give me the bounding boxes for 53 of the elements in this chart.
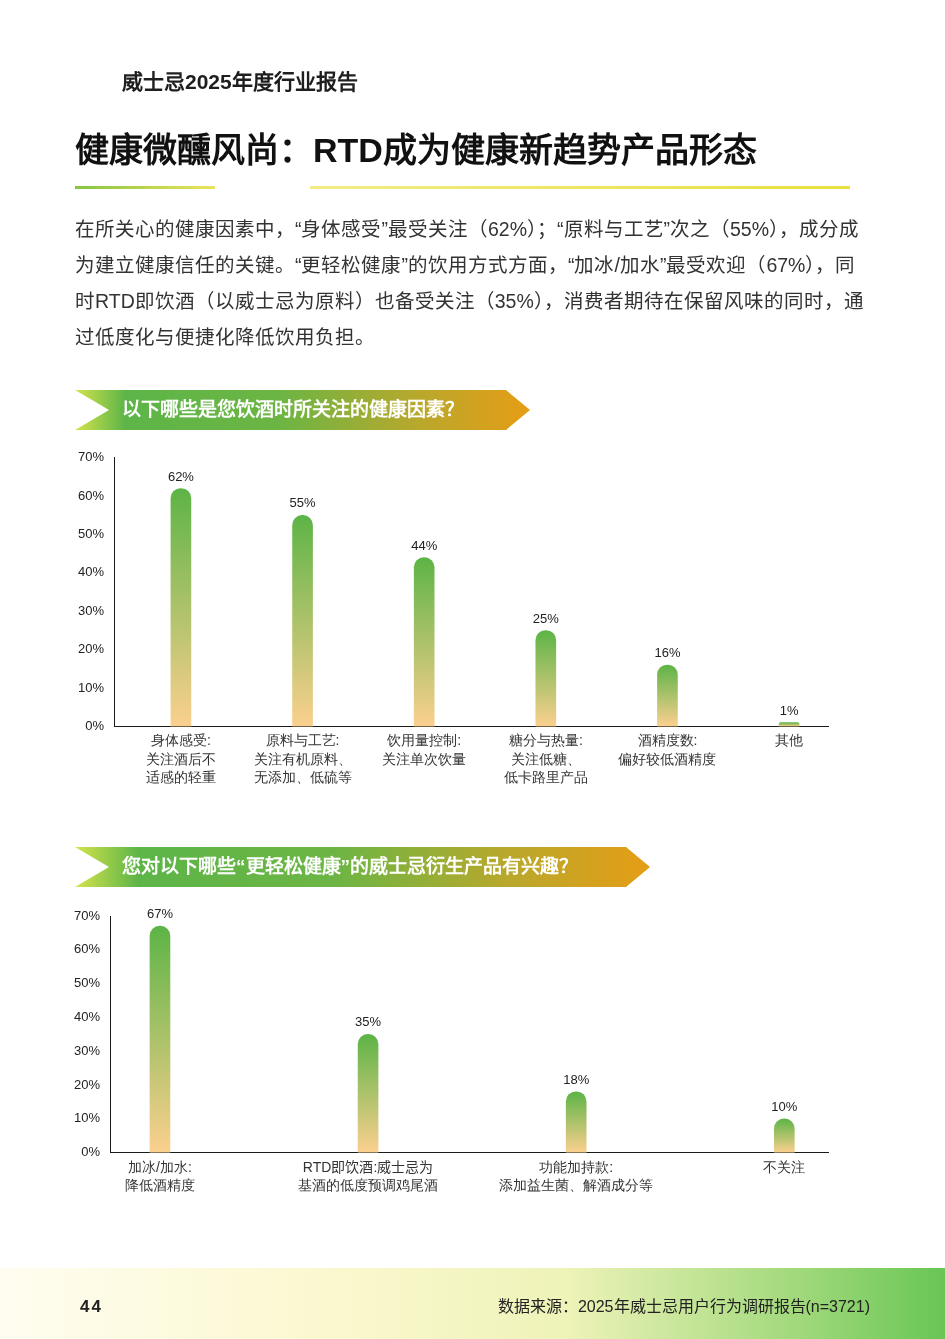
- data-label: 67%: [146, 906, 174, 922]
- chart-title: 以下哪些是您饮酒时所关注的健康因素？: [122, 398, 464, 422]
- y-tick-label: 60%: [77, 487, 105, 503]
- bar: [170, 488, 192, 727]
- data-label: 10%: [771, 1098, 798, 1114]
- data-label: 1%: [779, 702, 799, 718]
- bar: [535, 630, 557, 727]
- y-tick-label: 60%: [73, 941, 101, 957]
- y-tick-label: 50%: [77, 526, 105, 542]
- chart-title: 您对以下哪些“更轻松健康”的威士忌衍生产品有兴趣？: [122, 855, 578, 879]
- x-tick-label: 糖分与热量: 关注低糖、低卡路里产品: [503, 732, 588, 785]
- x-tick-label: 身体感受: 关注酒后不适感的轻重: [145, 732, 216, 785]
- bar: [357, 1033, 379, 1153]
- x-tick-label: 其他: [775, 732, 804, 749]
- bar: [565, 1091, 587, 1153]
- y-tick-label: 20%: [73, 1076, 101, 1092]
- text: 威士忌2025年度行业报告: [122, 69, 358, 95]
- y-tick-label: 70%: [77, 449, 105, 465]
- y-tick-label: 30%: [73, 1042, 101, 1058]
- x-tick-label: 原料与工艺: 关注有机原料、无添加、低硫等: [253, 732, 352, 785]
- data-label: 18%: [563, 1071, 590, 1087]
- y-tick-label: 40%: [73, 1008, 101, 1024]
- x-tick-label: 酒精度数: 偏好较低酒精度: [618, 732, 717, 767]
- data-label: 44%: [411, 537, 438, 553]
- data-label: 16%: [654, 645, 681, 661]
- bar: [657, 664, 678, 727]
- source-note: 数据来源：2025年威士忌用户行为调研报告(n=3721): [497, 1297, 870, 1317]
- bar: [149, 925, 171, 1153]
- text: 44: [80, 1296, 103, 1318]
- data-label: 55%: [289, 495, 316, 511]
- bar: [773, 1118, 795, 1153]
- data-label: 62%: [167, 468, 195, 484]
- y-tick-label: 0%: [81, 1144, 101, 1160]
- x-tick-label: 饮用量控制: 关注单次饮量: [382, 732, 467, 767]
- text: 在所关心的健康因素中，“身体感受”最受关注（62%）；“原料与工艺”次之（55%），成分成为建立健康信任的关键。“更轻松健康”的饮用方式方面，“加冰/加水”最受欢迎（67%），同时RTD即饮酒（以威士忌为原料）也备受关注（35%），消费者期待在保留风味的同时，通过低度化与便捷化降低饮用负担。: [75, 217, 865, 350]
- y-tick-label: 50%: [73, 975, 101, 991]
- bar: [292, 515, 313, 727]
- x-tick-label: RTD即饮酒:威士忌为基酒的低度预调鸡尾酒: [298, 1158, 439, 1193]
- y-tick-label: 70%: [73, 907, 101, 923]
- y-tick-label: 30%: [77, 602, 105, 618]
- bar: [413, 557, 435, 727]
- x-tick-label: 不关注: [763, 1158, 806, 1175]
- data-label: 35%: [355, 1014, 382, 1030]
- y-tick-label: 10%: [73, 1110, 101, 1126]
- data-label: 25%: [532, 610, 560, 626]
- y-tick-label: 0%: [85, 717, 105, 733]
- text: 健康微醺风尚：RTD成为健康新趋势产品形态: [75, 130, 757, 171]
- y-tick-label: 10%: [77, 679, 105, 695]
- y-tick-label: 40%: [77, 564, 105, 580]
- y-tick-label: 20%: [77, 641, 105, 657]
- bar: [778, 722, 800, 727]
- x-tick-label: 功能加持款: 添加益生菌、解酒成分等: [499, 1158, 654, 1193]
- x-tick-label: 加冰/加水: 降低酒精度: [124, 1158, 195, 1193]
